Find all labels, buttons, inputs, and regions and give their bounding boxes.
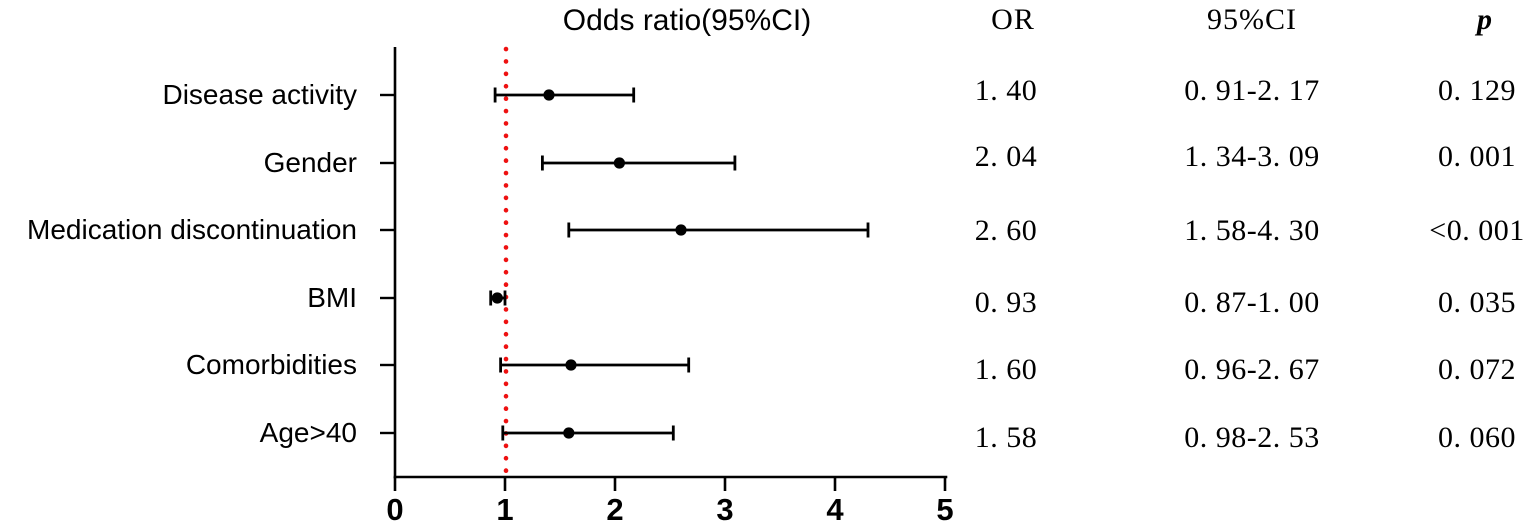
plot-title: Odds ratio(95%CI) (562, 4, 812, 37)
column-header-ci: 95%CI (1207, 3, 1297, 36)
category-label: Age>40 (259, 417, 357, 448)
ci-value: 0. 98-2. 53 (1184, 421, 1320, 454)
ci-value: 1. 34-3. 09 (1184, 140, 1320, 173)
ci-value: 1. 58-4. 30 (1184, 214, 1320, 247)
ci-value: 0. 87-1. 00 (1184, 286, 1320, 319)
ci-value: 0. 91-2. 17 (1184, 74, 1320, 107)
p-value: 0. 060 (1438, 421, 1516, 454)
x-tick-label: 4 (826, 492, 844, 527)
or-point-marker (491, 292, 503, 304)
x-tick-label: 2 (606, 492, 624, 527)
x-tick-label: 5 (936, 492, 954, 527)
or-value: 1. 40 (974, 74, 1038, 107)
or-point-marker (543, 89, 555, 101)
p-value: 0. 072 (1438, 353, 1516, 386)
x-tick-label: 3 (716, 492, 734, 527)
or-point-marker (563, 427, 575, 439)
or-value: 2. 04 (974, 140, 1038, 173)
or-value: 1. 60 (974, 353, 1038, 386)
or-point-marker (565, 359, 577, 371)
category-label: Disease activity (162, 79, 357, 110)
p-value: 0. 129 (1438, 74, 1516, 107)
or-point-marker (675, 224, 687, 236)
or-value: 0. 93 (974, 286, 1038, 319)
category-label: BMI (307, 282, 357, 313)
p-value: 0. 001 (1438, 140, 1516, 173)
p-value: 0. 035 (1438, 286, 1516, 319)
or-value: 2. 60 (974, 214, 1038, 247)
x-tick-label: 1 (496, 492, 514, 527)
category-label: Comorbidities (185, 349, 357, 380)
category-label: Gender (263, 147, 357, 178)
column-header-or: OR (991, 3, 1035, 36)
x-tick-label: 0 (386, 492, 404, 527)
p-value: <0. 001 (1429, 214, 1525, 247)
category-label: Medication discontinuation (27, 214, 357, 245)
ci-value: 0. 96-2. 67 (1184, 353, 1320, 386)
column-header-p: p (1477, 3, 1493, 36)
or-point-marker (613, 157, 626, 169)
or-value: 1. 58 (974, 421, 1038, 454)
